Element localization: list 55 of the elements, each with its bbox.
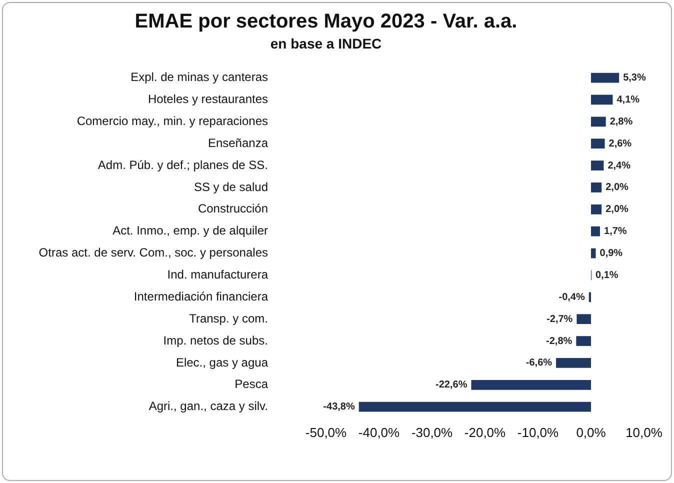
bar — [591, 204, 602, 214]
bar — [591, 248, 596, 258]
y-tick-label: Intermediación financiera — [134, 289, 268, 304]
bar — [591, 94, 613, 105]
data-label: 0,1% — [596, 270, 618, 281]
x-tick-label: -20,0% — [464, 425, 506, 440]
data-label: 0,9% — [600, 248, 623, 260]
x-tick-label: -50,0% — [305, 425, 348, 440]
x-tick-label: -10,0% — [517, 425, 560, 440]
data-label: -6,6% — [526, 358, 552, 369]
y-tick-label: Ind. manufacturera — [167, 268, 268, 282]
y-tick-label: Act. Inmo., emp. y de alquiler — [112, 224, 268, 238]
bar — [591, 182, 602, 192]
chart-title: EMAE por sectores Mayo 2023 - Var. a.a. — [134, 10, 518, 33]
x-tick-label: -30,0% — [411, 425, 454, 440]
data-label: 2,4% — [608, 160, 631, 172]
data-label: 4,1% — [616, 94, 640, 106]
bar — [471, 380, 591, 390]
y-tick-label: Adm. Púb. y def.; planes de SS. — [98, 158, 268, 172]
y-tick-label: Imp. netos de subs. — [163, 333, 268, 348]
data-label: 2,8% — [610, 116, 633, 128]
bar — [576, 314, 591, 324]
bar — [591, 72, 620, 83]
y-tick-label: Agri., gan., caza y silv. — [148, 399, 268, 414]
y-tick-label: Elec., gas y agua — [176, 355, 268, 370]
bar — [591, 160, 604, 170]
bar — [591, 226, 600, 236]
bar — [576, 336, 591, 346]
data-label: 2,0% — [606, 182, 628, 194]
y-tick-label: Construcción — [198, 202, 268, 216]
bar — [591, 138, 605, 149]
y-tick-label: Transp. y com. — [189, 311, 268, 326]
y-tick-label: Comercio may., min. y reparaciones — [76, 114, 268, 128]
data-label: -22,6% — [436, 380, 468, 391]
chart-subtitle: en base a INDEC — [270, 35, 382, 52]
y-tick-label: Hoteles y restaurantes — [148, 92, 268, 106]
y-tick-label: Expl. de minas y canteras — [130, 70, 268, 84]
x-tick-label: 10,0% — [626, 425, 663, 440]
data-label: 1,7% — [604, 226, 627, 238]
data-label: -43,8% — [323, 402, 355, 413]
y-tick-label: Pesca — [234, 377, 268, 392]
data-label: 2,6% — [608, 138, 632, 150]
y-tick-label: Otras act. de serv. Com., soc. y personales — [38, 246, 268, 260]
data-label: -2,7% — [546, 314, 573, 325]
y-tick-label: Enseñanza — [208, 136, 268, 150]
x-tick-label: -40,0% — [358, 425, 400, 440]
bar — [358, 402, 591, 412]
data-label: 5,3% — [623, 72, 646, 84]
data-label: -2,8% — [546, 336, 572, 347]
data-label: -0,4% — [558, 292, 585, 303]
bar — [591, 116, 606, 127]
bar — [556, 358, 591, 368]
y-tick-label: SS y de salud — [194, 180, 268, 194]
data-label: 2,0% — [606, 204, 628, 216]
x-tick-label: 0,0% — [576, 425, 606, 440]
